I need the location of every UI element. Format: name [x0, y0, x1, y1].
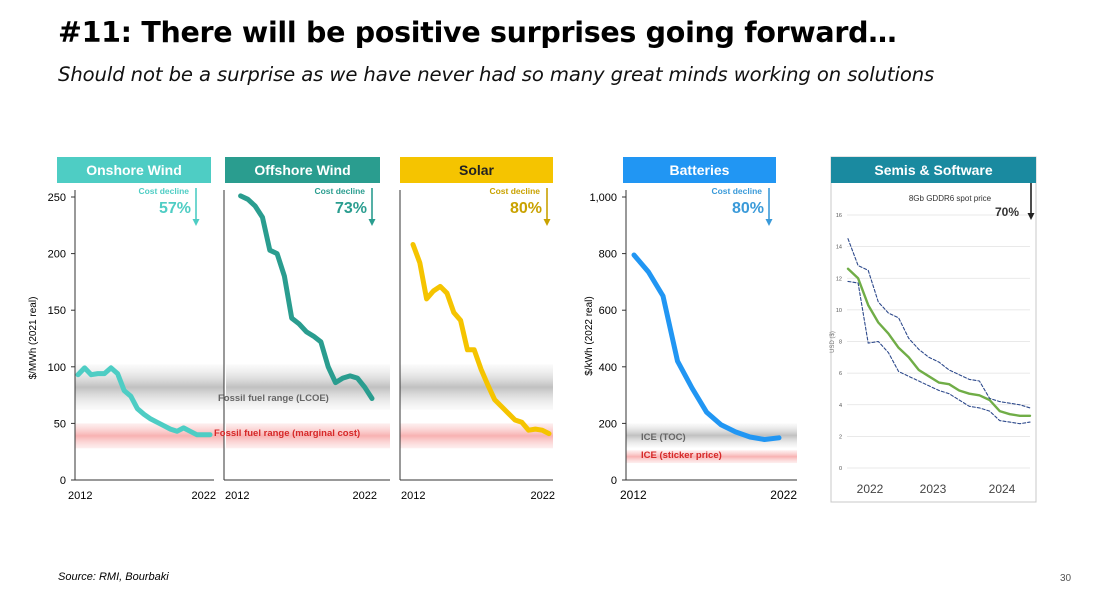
y-tick-label: 0	[60, 475, 66, 487]
chart-header-3	[623, 157, 776, 183]
x-tick-label: 2022	[353, 490, 377, 502]
semis-frame	[830, 156, 1037, 503]
series-line-0	[75, 365, 213, 438]
cost-decline-label-2: Cost decline	[489, 186, 540, 196]
semis-series-0	[846, 267, 1032, 417]
cost-decline-label-1: Cost decline	[314, 186, 365, 196]
chart-frames	[57, 156, 1037, 503]
chart-header-0	[57, 157, 211, 183]
ice-toc-band	[626, 423, 797, 448]
semis-series-2	[847, 280, 1031, 425]
panel-gap-1	[224, 190, 226, 490]
series-line-2	[410, 242, 552, 437]
cost-decline-arrow-4-head	[1027, 213, 1035, 220]
x-tick-label: 2012	[620, 488, 647, 502]
y-tick-label: 6	[839, 371, 842, 377]
chart-title-4: Semis & Software	[874, 162, 992, 178]
chart-header-1	[225, 157, 380, 183]
series-line-3	[631, 252, 782, 442]
y-tick-label: 8	[839, 340, 842, 346]
y-tick-label: 0	[611, 475, 617, 487]
fossil-lcoe-label: Fossil fuel range (LCOE)	[218, 393, 329, 404]
source-note: Source: RMI, Bourbaki	[58, 571, 169, 583]
page-number: 30	[1060, 573, 1072, 584]
semis-series-1	[847, 238, 1031, 409]
y-tick-label: 10	[836, 308, 842, 314]
chart-title-1: Offshore Wind	[254, 162, 350, 178]
y-tick-label: 100	[48, 362, 66, 374]
y-tick-label: 2	[839, 434, 842, 440]
ice-toc-label: ICE (TOC)	[641, 432, 686, 443]
fossil-marginal-band	[75, 423, 553, 449]
page-title: #11: There will be positive surprises go…	[58, 16, 897, 49]
cost-decline-value-1: 73%	[335, 200, 367, 217]
x-tick-label: 2022	[531, 490, 555, 502]
y-tick-label: 150	[48, 305, 66, 317]
ice-sticker-label: ICE (sticker price)	[641, 450, 722, 461]
y-tick-label: 14	[836, 245, 842, 251]
x-tick-label: 2024	[989, 482, 1016, 496]
y-tick-label: 1,000	[589, 192, 617, 204]
y-tick-label: 250	[48, 192, 66, 204]
y-tick-label: 16	[836, 213, 842, 219]
y-axis-title-3: $/kWh (2022 real)	[584, 296, 595, 375]
cost-decline-value-3: 80%	[732, 200, 764, 217]
cost-decline-value-0: 57%	[159, 200, 191, 217]
y-tick-label: 0	[839, 466, 842, 472]
chart-header-2	[400, 157, 553, 183]
y-tick-label: 200	[599, 418, 617, 430]
x-tick-label: 2022	[857, 482, 884, 496]
chart-header-4	[831, 157, 1036, 183]
y-tick-label: 12	[836, 276, 842, 282]
cost-decline-arrow-3-head	[765, 219, 773, 226]
x-tick-label: 2012	[68, 490, 92, 502]
cost-decline-label-3: Cost decline	[711, 186, 762, 196]
cost-decline-arrow-0-head	[192, 219, 200, 226]
x-tick-label: 2012	[401, 490, 425, 502]
panel-gap-2	[390, 190, 400, 490]
series-line-1	[238, 193, 375, 401]
cost-decline-value-4: 70%	[995, 205, 1019, 219]
y-tick-label: 800	[599, 249, 617, 261]
y-tick-label: 400	[599, 362, 617, 374]
y-tick-label: 50	[54, 418, 66, 430]
fossil-lcoe-band	[75, 364, 553, 410]
y-tick-label: 600	[599, 305, 617, 317]
chart-title-3: Batteries	[670, 162, 730, 178]
ice-sticker-band	[626, 450, 797, 464]
semis-chart-title: 8Gb GDDR6 spot price	[909, 194, 992, 203]
x-tick-label: 2023	[920, 482, 947, 496]
x-tick-label: 2022	[192, 490, 216, 502]
cost-decline-arrow-2-head	[543, 219, 551, 226]
y-axis-title-4: USD ($)	[830, 331, 836, 353]
y-axis-title-0: $/MWh (2021 real)	[28, 297, 39, 380]
page-subtitle: Should not be a surprise as we have neve…	[58, 63, 935, 86]
chart-series	[75, 193, 1032, 442]
chart-title-2: Solar	[459, 162, 495, 178]
cost-decline-arrow-1-head	[368, 219, 376, 226]
chart-title-0: Onshore Wind	[86, 162, 182, 178]
fossil-bands	[75, 190, 797, 490]
x-tick-label: 2022	[770, 488, 797, 502]
cost-decline-value-2: 80%	[510, 200, 542, 217]
cost-decline-label-0: Cost decline	[138, 186, 189, 196]
y-tick-label: 4	[839, 403, 842, 409]
fossil-marginal-label: Fossil fuel range (marginal cost)	[214, 428, 360, 439]
x-tick-label: 2012	[225, 490, 249, 502]
y-tick-label: 200	[48, 249, 66, 261]
